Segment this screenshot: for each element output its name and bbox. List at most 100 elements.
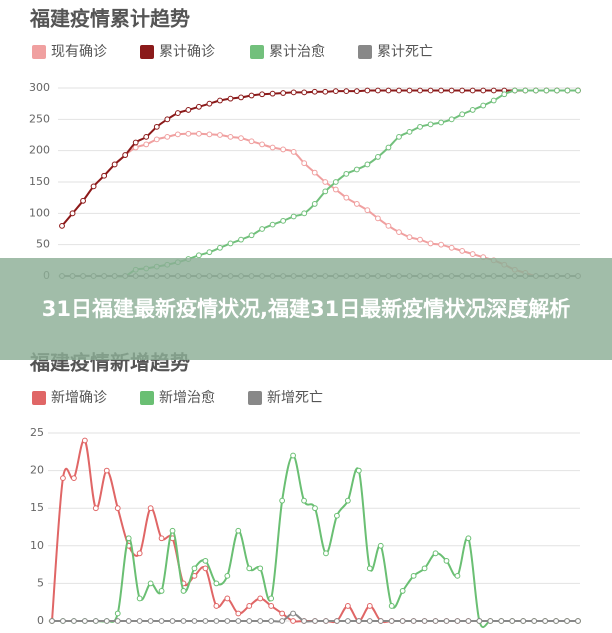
point <box>195 252 202 259</box>
point <box>501 91 508 98</box>
point <box>343 88 350 95</box>
point <box>227 95 234 102</box>
point <box>454 572 461 579</box>
point <box>111 161 118 168</box>
point <box>269 221 276 228</box>
point <box>334 618 340 624</box>
point <box>268 618 275 624</box>
point <box>136 550 143 557</box>
y-tick-label: 25 <box>30 426 44 439</box>
point <box>238 135 244 142</box>
point <box>227 240 234 247</box>
point <box>235 527 242 534</box>
point <box>385 222 392 229</box>
point <box>122 152 129 158</box>
series-line <box>52 454 578 629</box>
point <box>476 618 483 624</box>
point <box>195 130 202 137</box>
point <box>459 87 466 94</box>
point <box>174 110 181 116</box>
point <box>375 87 381 94</box>
legend-swatch <box>32 45 46 59</box>
point <box>158 535 165 542</box>
point <box>125 618 132 624</box>
point <box>246 618 253 624</box>
point <box>301 89 308 96</box>
point <box>575 618 581 624</box>
point <box>81 437 88 444</box>
point <box>366 565 373 572</box>
point <box>323 550 329 557</box>
point <box>217 244 223 251</box>
legend-label: 累计治愈 <box>269 44 325 60</box>
point <box>385 144 392 151</box>
y-tick-label: 15 <box>30 501 44 514</box>
point <box>158 618 165 624</box>
point <box>191 565 198 572</box>
point <box>81 618 88 624</box>
point <box>417 87 423 94</box>
point <box>531 618 538 624</box>
point <box>125 535 132 542</box>
point <box>153 123 160 130</box>
point <box>213 618 220 624</box>
point <box>385 87 392 94</box>
point <box>465 535 472 542</box>
point <box>224 572 231 579</box>
point <box>322 188 329 195</box>
point <box>259 91 265 98</box>
point <box>487 618 494 624</box>
point <box>332 179 339 185</box>
point <box>147 618 154 624</box>
series-line <box>51 439 578 624</box>
point <box>410 572 417 579</box>
point <box>301 618 307 624</box>
point <box>60 618 66 624</box>
point <box>427 87 434 94</box>
y-tick-label: 0 <box>37 614 44 627</box>
point <box>312 505 318 512</box>
point <box>332 88 339 95</box>
point <box>279 497 286 504</box>
point <box>427 240 434 247</box>
point <box>323 618 329 624</box>
point <box>238 94 244 101</box>
point <box>406 234 413 241</box>
point <box>353 166 360 173</box>
point <box>459 248 466 254</box>
point <box>206 249 213 256</box>
point <box>235 618 242 624</box>
point <box>553 618 559 624</box>
point <box>459 111 466 118</box>
point <box>248 138 255 145</box>
point <box>421 565 428 572</box>
point <box>206 131 213 138</box>
point <box>427 121 434 128</box>
point <box>143 133 150 140</box>
y-tick-label: 10 <box>30 539 44 552</box>
point <box>238 236 244 243</box>
point <box>103 618 110 624</box>
point <box>332 186 339 193</box>
point <box>432 550 439 557</box>
point <box>92 505 99 512</box>
point <box>366 618 373 624</box>
point <box>248 232 255 239</box>
point <box>143 141 150 148</box>
point <box>259 226 265 232</box>
point <box>355 618 362 624</box>
point <box>364 87 371 94</box>
legend-label: 新增确诊 <box>51 390 107 406</box>
point <box>290 618 296 624</box>
point <box>268 595 275 602</box>
point <box>353 88 360 95</box>
point <box>364 161 371 168</box>
point <box>153 136 160 143</box>
point <box>213 603 220 609</box>
point <box>448 87 455 94</box>
legend-label: 现有确诊 <box>51 44 107 60</box>
point <box>59 222 65 229</box>
point <box>132 139 139 146</box>
point <box>377 542 384 549</box>
point <box>268 603 275 609</box>
